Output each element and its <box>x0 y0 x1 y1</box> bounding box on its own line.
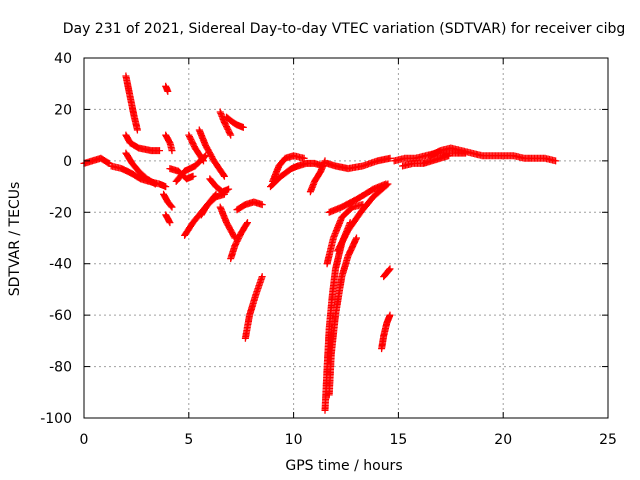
plus-markers <box>241 273 266 342</box>
plus-markers <box>325 180 390 216</box>
y-tick-label: 40 <box>54 51 72 67</box>
y-tick-label: -40 <box>49 257 72 273</box>
data-series-segment <box>325 180 390 216</box>
data-series-segment <box>241 273 266 342</box>
plus-markers <box>162 211 174 227</box>
plus-markers <box>197 190 228 219</box>
plus-markers <box>122 149 159 188</box>
y-tick-label: -20 <box>49 205 72 221</box>
x-axis-label: GPS time / hours <box>285 458 402 474</box>
data-series-segment <box>323 154 394 173</box>
plus-markers <box>325 234 360 399</box>
plus-markers <box>162 82 172 95</box>
plus-markers <box>122 131 163 155</box>
plot-frame <box>83 57 609 419</box>
plus-markers <box>233 198 266 214</box>
plus-markers <box>227 219 251 263</box>
y-tick-label: 20 <box>54 102 72 118</box>
data-points <box>80 72 560 414</box>
data-series-segment <box>185 131 207 165</box>
y-tick-label: -100 <box>40 411 72 427</box>
chart-title: Day 231 of 2021, Sidereal Day-to-day VTE… <box>63 21 626 37</box>
y-axis-label: SDTVAR / TECUs <box>7 182 23 297</box>
data-series-segment <box>197 190 228 219</box>
axis-ticks: 0 5 10 15 20 25 -100 -80 -60 -40 -20 0 20 40 <box>40 51 617 448</box>
data-series-segment <box>162 211 174 227</box>
plus-markers <box>185 131 207 165</box>
data-series-segment <box>325 234 360 399</box>
data-series-segment <box>378 311 394 353</box>
plus-markers <box>323 154 394 173</box>
data-series-segment <box>195 126 228 180</box>
plus-markers <box>426 144 560 165</box>
data-series-segment <box>399 152 453 170</box>
data-series-segment <box>323 201 367 268</box>
data-series-segment <box>160 190 176 211</box>
data-series-segment <box>122 131 163 155</box>
data-series-segment <box>122 149 159 188</box>
data-series-segment <box>233 198 266 214</box>
x-tick-label: 5 <box>184 432 193 448</box>
plus-markers <box>399 152 453 170</box>
data-series-segment <box>162 82 172 95</box>
plus-markers <box>269 152 308 185</box>
data-series-segment <box>216 203 239 242</box>
plus-markers <box>334 180 392 255</box>
plus-markers <box>223 113 247 131</box>
data-series-segment <box>227 219 251 263</box>
data-series-segment <box>334 180 392 255</box>
data-series-segment <box>216 108 235 139</box>
data-series-segment <box>426 144 560 165</box>
x-tick-label: 10 <box>285 432 303 448</box>
data-series-segment <box>269 152 308 185</box>
y-tick-label: -80 <box>49 360 72 376</box>
plus-markers <box>160 190 176 211</box>
data-series-segment <box>162 131 176 155</box>
plus-markers <box>378 311 394 353</box>
plus-markers <box>162 131 176 155</box>
plus-markers <box>122 72 141 134</box>
x-tick-label: 20 <box>494 432 512 448</box>
x-tick-label: 15 <box>389 432 407 448</box>
x-tick-label: 0 <box>80 432 89 448</box>
plus-markers <box>216 203 239 242</box>
data-series-segment <box>206 175 233 196</box>
plus-markers <box>323 201 367 268</box>
data-series-segment <box>122 72 141 134</box>
plus-markers <box>380 265 394 281</box>
x-tick-label: 25 <box>599 432 617 448</box>
y-tick-label: 0 <box>63 154 72 170</box>
plus-markers <box>195 126 228 180</box>
data-series-segment <box>380 265 394 281</box>
plus-markers <box>206 175 233 196</box>
y-tick-label: -60 <box>49 308 72 324</box>
plus-markers <box>216 108 235 139</box>
data-series-segment <box>223 113 247 131</box>
